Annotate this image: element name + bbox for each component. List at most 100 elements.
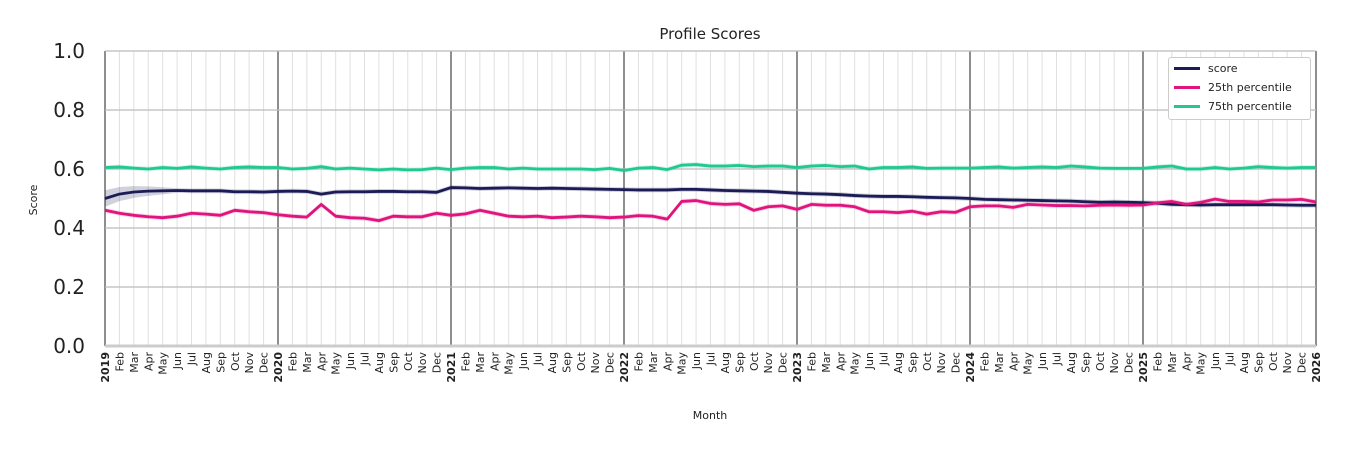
x-tick-month: Jul xyxy=(1051,352,1064,366)
x-tick-month: Aug xyxy=(546,352,559,373)
x-tick-month: Mar xyxy=(474,352,487,373)
x-tick-month: Aug xyxy=(1065,352,1078,373)
x-tick-month: Mar xyxy=(820,352,833,373)
x-tick-month: Jul xyxy=(186,352,199,366)
x-tick-month: Dec xyxy=(950,352,963,373)
legend-label: score xyxy=(1208,62,1238,75)
x-tick-month: Nov xyxy=(762,352,775,374)
x-tick-month: Jun xyxy=(344,352,357,370)
x-tick-month: Nov xyxy=(1281,352,1294,374)
legend-item: 75th percentile xyxy=(1169,97,1310,116)
x-tick-month: Oct xyxy=(402,351,415,371)
x-tick-month: Oct xyxy=(1267,351,1280,371)
x-tick-month: May xyxy=(157,352,170,375)
x-tick-month: May xyxy=(330,352,343,375)
x-tick-month: May xyxy=(849,352,862,375)
x-tick-year: 2022 xyxy=(618,352,631,383)
x-tick-month: Jul xyxy=(359,352,372,366)
x-tick-month: Feb xyxy=(1151,352,1164,371)
x-tick-month: Nov xyxy=(416,352,429,374)
x-tick-month: Aug xyxy=(892,352,905,373)
x-tick-month: Nov xyxy=(243,352,256,374)
x-tick-month: Feb xyxy=(113,352,126,371)
x-tick-year: 2024 xyxy=(964,352,977,383)
x-tick-year: 2023 xyxy=(791,352,804,383)
x-tick-month: Jul xyxy=(1224,352,1237,366)
x-tick-month: Apr xyxy=(488,352,501,372)
x-tick-month: May xyxy=(1022,352,1035,375)
y-tick-label: 0.8 xyxy=(53,98,85,122)
legend-swatch xyxy=(1174,105,1200,108)
legend-swatch xyxy=(1174,67,1200,70)
x-tick-year: 2021 xyxy=(445,352,458,383)
x-tick-month: Sep xyxy=(560,352,573,373)
x-tick-month: Aug xyxy=(719,352,732,373)
x-tick-month: Apr xyxy=(834,352,847,372)
series-line xyxy=(104,163,1316,172)
x-tick-month: Feb xyxy=(632,352,645,371)
y-axis-label: Score xyxy=(27,184,40,215)
x-tick-month: Jul xyxy=(878,352,891,366)
x-tick-month: Dec xyxy=(431,352,444,373)
x-tick-month: Dec xyxy=(1123,352,1136,373)
x-tick-month: Mar xyxy=(301,352,314,373)
x-tick-month: Nov xyxy=(1108,352,1121,374)
x-tick-month: Mar xyxy=(647,352,660,373)
y-tick-label: 0.0 xyxy=(53,334,85,358)
x-tick-month: Dec xyxy=(258,352,271,373)
x-tick-month: May xyxy=(1195,352,1208,375)
x-tick-month: Jul xyxy=(705,352,718,366)
legend-label: 25th percentile xyxy=(1208,81,1292,94)
x-tick-month: May xyxy=(503,352,516,375)
x-tick-month: Sep xyxy=(1252,352,1265,373)
x-tick-month: Sep xyxy=(906,352,919,373)
x-tick-year: 2020 xyxy=(272,352,285,383)
x-tick-month: Mar xyxy=(1166,352,1179,373)
x-tick-month: Oct xyxy=(575,351,588,371)
x-tick-month: Dec xyxy=(777,352,790,373)
x-tick-month: Nov xyxy=(589,352,602,374)
x-tick-month: Feb xyxy=(978,352,991,371)
y-tick-label: 0.2 xyxy=(53,275,85,299)
x-tick-month: Oct xyxy=(921,351,934,371)
x-tick-month: Jun xyxy=(1036,352,1049,370)
x-tick-month: Apr xyxy=(1180,352,1193,372)
x-tick-month: Aug xyxy=(200,352,213,373)
x-tick-month: Jun xyxy=(171,352,184,370)
x-tick-month: Jul xyxy=(532,352,545,366)
y-tick-label: 0.4 xyxy=(53,216,85,240)
x-tick-month: Feb xyxy=(459,352,472,371)
x-tick-month: Mar xyxy=(993,352,1006,373)
legend-item: score xyxy=(1169,59,1310,78)
x-tick-month: Oct xyxy=(748,351,761,371)
x-tick-month: Dec xyxy=(1296,352,1309,373)
x-tick-month: Mar xyxy=(128,352,141,373)
x-tick-month: Apr xyxy=(661,352,674,372)
x-tick-month: Apr xyxy=(142,352,155,372)
x-tick-month: Apr xyxy=(1007,352,1020,372)
x-tick-month: Aug xyxy=(1238,352,1251,373)
x-tick-month: Oct xyxy=(1094,351,1107,371)
x-tick-year: 2025 xyxy=(1137,352,1150,383)
series-line xyxy=(104,186,1316,207)
legend-swatch xyxy=(1174,86,1200,89)
legend-label: 75th percentile xyxy=(1208,100,1292,113)
x-axis-label: Month xyxy=(693,409,728,422)
x-tick-month: Feb xyxy=(805,352,818,371)
series-line xyxy=(104,197,1317,223)
y-tick-label: 0.6 xyxy=(53,157,85,181)
x-tick-month: Jun xyxy=(517,352,530,370)
x-tick-month: Jun xyxy=(690,352,703,370)
x-tick-month: Feb xyxy=(286,352,299,371)
x-tick-month: Jun xyxy=(863,352,876,370)
x-tick-month: Sep xyxy=(387,352,400,373)
y-tick-label: 1.0 xyxy=(53,39,85,63)
x-tick-year: 2019 xyxy=(99,352,112,383)
x-tick-month: Jun xyxy=(1209,352,1222,370)
x-tick-month: Sep xyxy=(214,352,227,373)
legend: score 25th percentile 75th percentile xyxy=(1168,57,1311,120)
x-tick-year: 2026 xyxy=(1310,352,1323,383)
x-tick-month: Oct xyxy=(229,351,242,371)
